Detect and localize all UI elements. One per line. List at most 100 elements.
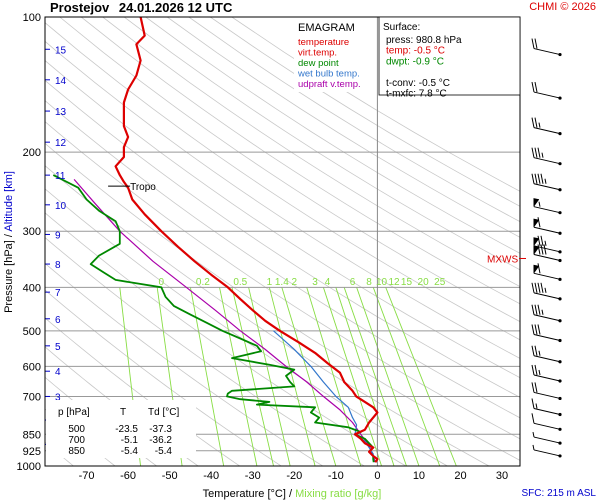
wind-barb-feather	[534, 345, 538, 356]
wind-barb-half-feather	[544, 178, 547, 184]
temperature-tick-label: -10	[328, 470, 344, 482]
dry-adiabat-line	[45, 100, 520, 419]
mxws-label: MXWS	[487, 254, 518, 265]
mixing-ratio-label: 15	[401, 277, 413, 288]
temperature-tick-label: -60	[120, 470, 136, 482]
mixing-ratio-label: 0.2	[196, 277, 210, 288]
wind-barb-feather	[537, 304, 541, 315]
dry-adiabat-line	[166, 17, 520, 238]
wind-barb-feather	[540, 173, 544, 184]
table-cell: -36.2	[149, 435, 172, 446]
pressure-gridlines	[45, 151, 520, 466]
mixing-ratio-line	[322, 287, 382, 466]
wind-barb-half-feather	[544, 240, 547, 246]
wind-barb-feather	[534, 38, 538, 49]
wind-barb-feather	[531, 398, 535, 409]
wind-barb-feather	[534, 304, 538, 315]
mixing-ratio-label: 1.4	[275, 277, 289, 288]
wind-barb-half-feather	[535, 403, 538, 409]
wind-barb-station	[558, 258, 562, 263]
wind-barb-half-feather	[532, 431, 535, 438]
wind-barb-feather	[531, 147, 535, 158]
mixing-ratio-label: 3	[312, 277, 318, 288]
wind-barb-station	[558, 379, 562, 383]
wind-barb-pennant	[533, 264, 540, 274]
mixing-ratio-line	[356, 287, 420, 466]
mixing-ratio-label: 0.5	[233, 277, 247, 288]
x-axis-label-separator: /	[286, 488, 295, 500]
wind-barb	[532, 431, 562, 445]
wind-barb-staff	[533, 391, 561, 399]
table-cell: 850	[68, 446, 85, 457]
table-cell: -5.1	[121, 435, 139, 446]
altitude-tick-label: 7	[55, 288, 61, 299]
wind-barb	[532, 444, 562, 458]
wind-barb-feather	[531, 173, 535, 184]
altitude-tick-label: 13	[55, 107, 67, 118]
temperature-tick-label: -30	[245, 470, 261, 482]
wind-barb-station	[558, 297, 562, 301]
surface-line: t-mxfc: 7.8 °C	[386, 89, 447, 100]
wind-barb	[533, 217, 562, 235]
altitude-tick-label: 9	[55, 230, 61, 241]
wind-barb-half-feather	[538, 369, 541, 376]
wind-barb-feather	[531, 38, 535, 49]
wind-barb	[531, 38, 562, 57]
temperature-profile	[114, 17, 379, 463]
altitude-tick-label: 5	[55, 342, 61, 353]
wind-barb	[533, 198, 562, 215]
wind-barb-feather	[531, 117, 535, 128]
wind-barb-staff	[533, 374, 561, 382]
wind-barb	[531, 304, 562, 323]
wind-barb-station	[558, 412, 562, 417]
legend-item: temperature	[298, 37, 349, 48]
wind-barb-feather	[531, 364, 535, 376]
surface-elevation-label: SFC: 215 m ASL	[522, 488, 597, 499]
temperature-tick-label: -40	[203, 470, 219, 482]
wind-barb-station	[558, 454, 562, 458]
wind-barb-feather	[534, 147, 538, 158]
wind-barb-staff	[533, 407, 561, 415]
wind-barb-station	[558, 277, 562, 281]
tropopause-label: Tropo	[130, 182, 156, 193]
temperature-tick-label: -50	[162, 470, 178, 482]
mixing-ratio-line	[306, 287, 362, 466]
station-name: Prostejov	[50, 0, 110, 15]
dry-adiabat-line	[45, 40, 520, 359]
mixing-ratio-line	[372, 287, 441, 466]
wind-barb-feather	[531, 304, 535, 315]
temperature-tick-label: 0	[374, 470, 380, 482]
wind-barb-pennant	[533, 245, 540, 255]
dry-adiabat-line	[80, 17, 520, 305]
station-title: Prostejov 24.01.2026 12 UTC	[50, 0, 232, 15]
wind-barb-feather	[531, 413, 535, 424]
wind-barb-station	[558, 250, 562, 254]
wind-barb-feather	[534, 382, 538, 393]
wind-barb-feather	[540, 235, 544, 246]
table-cell: -37.3	[149, 424, 172, 435]
surface-box	[378, 16, 521, 96]
altitude-tick-label: 12	[55, 138, 67, 149]
altitude-tick-label: 10	[55, 201, 67, 212]
y-axis-label-separator: /	[3, 232, 15, 241]
dry-adiabat-line	[45, 22, 520, 341]
table-cell: -23.5	[115, 424, 138, 435]
wind-barb-feather	[534, 364, 538, 376]
mixing-ratio-label: 1	[267, 277, 273, 288]
y-axis-label-pressure: Pressure [hPa]	[3, 240, 15, 313]
table-cell: 500	[68, 424, 85, 435]
altitude-tick-label: 4	[55, 367, 61, 378]
altitude-tick-label: 11	[55, 171, 66, 182]
wind-barb-staff	[533, 183, 561, 191]
y-axis-label-altitude: Altitude [km]	[3, 171, 15, 232]
level-table-box	[46, 400, 196, 458]
wind-barb-pennant	[533, 237, 540, 246]
temperature-tick-label: 10	[413, 470, 425, 482]
pressure-tick-label: 700	[23, 391, 41, 403]
mixing-ratio-line	[385, 287, 457, 466]
wind-barb	[531, 413, 562, 431]
wind-barb-half-feather	[532, 444, 535, 451]
wind-barb	[533, 244, 562, 263]
temperature-tick-label: 20	[454, 470, 466, 482]
wind-barb-staff	[533, 449, 561, 457]
